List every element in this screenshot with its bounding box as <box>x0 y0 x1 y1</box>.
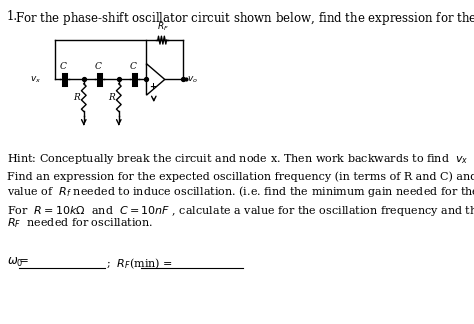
Text: =: = <box>17 256 29 266</box>
Text: $R_F$  needed for oscillation.: $R_F$ needed for oscillation. <box>7 216 153 230</box>
Text: For the phase-shift oscillator circuit shown below, find the expression for the : For the phase-shift oscillator circuit s… <box>15 10 474 27</box>
Text: $\omega_0$: $\omega_0$ <box>7 256 23 270</box>
Text: $v_x$: $v_x$ <box>30 74 41 85</box>
Text: C: C <box>60 62 67 71</box>
Text: $R_F$: $R_F$ <box>157 21 169 33</box>
Text: Find an expression for the expected oscillation frequency (in terms of R and C) : Find an expression for the expected osci… <box>7 172 474 182</box>
Text: C: C <box>95 62 102 71</box>
Text: 1.: 1. <box>7 10 18 23</box>
Text: R: R <box>73 93 80 102</box>
Text: C: C <box>130 62 137 71</box>
Text: ;  $R_F$(min) =: ; $R_F$(min) = <box>106 256 173 271</box>
Text: Hint: Conceptually break the circuit and node x. Then work backwards to find  $v: Hint: Conceptually break the circuit and… <box>7 152 474 166</box>
Text: +: + <box>149 82 156 91</box>
Text: $v_o$: $v_o$ <box>187 74 198 85</box>
Text: For  $R = 10k\Omega$  and  $C = 10nF$ , calculate a value for the oscillation fr: For $R = 10k\Omega$ and $C = 10nF$ , cal… <box>7 204 474 218</box>
Text: value of  $R_f$ needed to induce oscillation. (i.e. find the minimum gain needed: value of $R_f$ needed to induce oscillat… <box>7 184 474 199</box>
Text: R: R <box>109 93 115 102</box>
